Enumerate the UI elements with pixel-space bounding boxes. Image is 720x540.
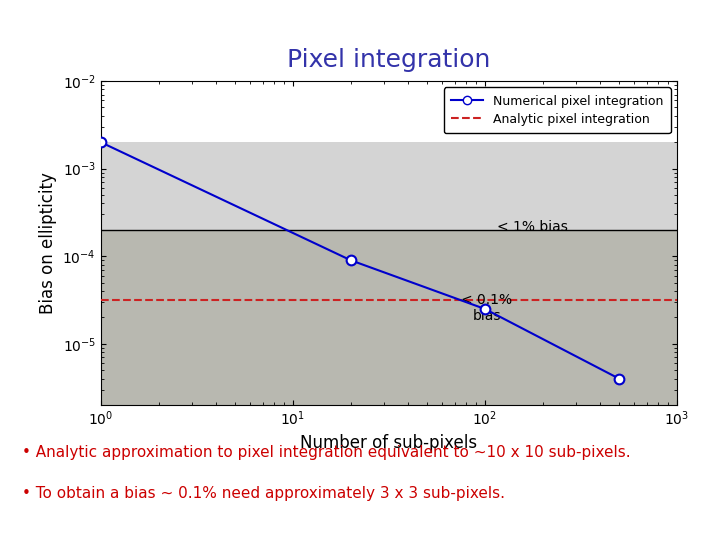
Bar: [101, 230, 677, 405]
Y-axis label: Bias on ellipticity: Bias on ellipticity: [39, 172, 57, 314]
Text: • To obtain a bias ~ 0.1% need approximately 3 x 3 sub-pixels.: • To obtain a bias ~ 0.1% need approxima…: [22, 486, 505, 501]
Text: < 1% bias: < 1% bias: [498, 220, 568, 234]
Title: Pixel integration: Pixel integration: [287, 48, 490, 72]
Legend: Numerical pixel integration, Analytic pixel integration: Numerical pixel integration, Analytic pi…: [444, 87, 670, 133]
Text: < 0.1%
bias: < 0.1% bias: [461, 293, 513, 323]
X-axis label: Number of sub-pixels: Number of sub-pixels: [300, 434, 477, 452]
Bar: [101, 142, 677, 230]
Text: • Analytic approximation to pixel integration equivalent to ~10 x 10 sub-pixels.: • Analytic approximation to pixel integr…: [22, 446, 630, 461]
